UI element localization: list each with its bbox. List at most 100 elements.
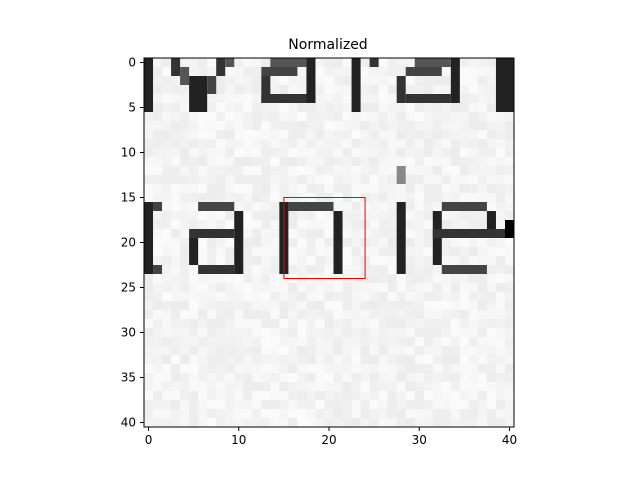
image-pixel [162,238,172,248]
image-pixel [342,76,353,86]
image-pixel [207,148,217,158]
image-pixel [162,346,172,356]
image-pixel [216,346,226,356]
image-pixel [486,301,497,311]
y-tick-label: 0 [128,56,136,70]
image-pixel [207,67,217,77]
image-pixel [504,337,514,347]
image-pixel [351,202,362,212]
image-pixel [441,373,452,383]
image-pixel [504,310,514,320]
image-pixel [387,238,398,248]
image-pixel [315,382,325,392]
image-pixel [153,292,163,302]
x-tick-label: 40 [502,433,517,447]
image-pixel [243,391,253,401]
image-pixel [243,373,253,383]
image-pixel [387,58,398,68]
image-pixel [324,121,335,131]
image-pixel [414,166,425,176]
image-pixel [279,283,289,293]
image-pixel [414,337,425,347]
image-pixel [270,76,280,86]
image-pixel [279,148,289,158]
image-pixel [360,328,371,338]
image-pixel [378,283,389,293]
image-pixel [225,148,235,158]
image-pixel [189,292,199,302]
image-pixel [315,166,325,176]
image-pixel [477,121,488,131]
image-pixel [270,256,280,266]
image-pixel [432,409,443,419]
image-pixel [306,175,316,185]
image-pixel [288,337,298,347]
image-pixel [423,121,434,131]
image-pixel [261,157,271,167]
image-pixel [198,157,208,167]
image-pixel [441,184,452,194]
image-pixel [414,202,425,212]
image-pixel [495,247,506,257]
image-pixel [414,346,425,356]
image-pixel [243,184,253,194]
image-pixel [279,418,289,427]
image-pixel [234,175,244,185]
image-pixel [351,292,362,302]
image-pixel [342,400,353,410]
image-pixel [369,418,380,427]
image-pixel [288,103,298,113]
image-pixel [153,220,163,230]
image-pixel [387,112,398,122]
image-pixel [414,391,425,401]
image-pixel [198,130,208,140]
image-pixel [459,85,470,95]
image-pixel [423,130,434,140]
image-pixel [234,112,244,122]
image-pixel [144,175,154,185]
image-pixel [279,400,289,410]
image-pixel [297,157,307,167]
image-pixel [144,292,154,302]
image-pixel [288,130,298,140]
image-pixel [288,247,298,257]
image-pixel [423,256,434,266]
image-pixel [171,265,181,275]
image-pixel [153,346,163,356]
image-pixel [162,337,172,347]
image-pixel [324,265,335,275]
image-pixel [441,238,452,248]
image-pixel [450,418,461,427]
image-pixel [450,319,461,329]
image-pixel [450,130,461,140]
image-pixel [180,310,190,320]
image-pixel [468,121,479,131]
image-pixel [333,157,344,167]
image-pixel [423,103,434,113]
image-pixel [324,229,335,239]
image-pixel [207,103,217,113]
glyph-stroke [495,58,514,112]
image-pixel [207,337,217,347]
image-pixel [441,256,452,266]
image-pixel [468,301,479,311]
image-pixel [477,274,488,284]
image-pixel [180,292,190,302]
image-pixel [486,400,497,410]
image-pixel [234,382,244,392]
image-pixel [450,175,461,185]
image-pixel [243,58,253,68]
image-pixel [315,220,325,230]
image-pixel [423,139,434,149]
image-pixel [243,157,253,167]
image-pixel [432,193,443,203]
image-pixel [432,310,443,320]
image-pixel [423,409,434,419]
image-pixel [270,337,280,347]
image-pixel [414,121,425,131]
image-pixel [234,283,244,293]
image-pixel [288,283,298,293]
image-pixel [207,112,217,122]
image-pixel [171,400,181,410]
image-pixel [351,166,362,176]
